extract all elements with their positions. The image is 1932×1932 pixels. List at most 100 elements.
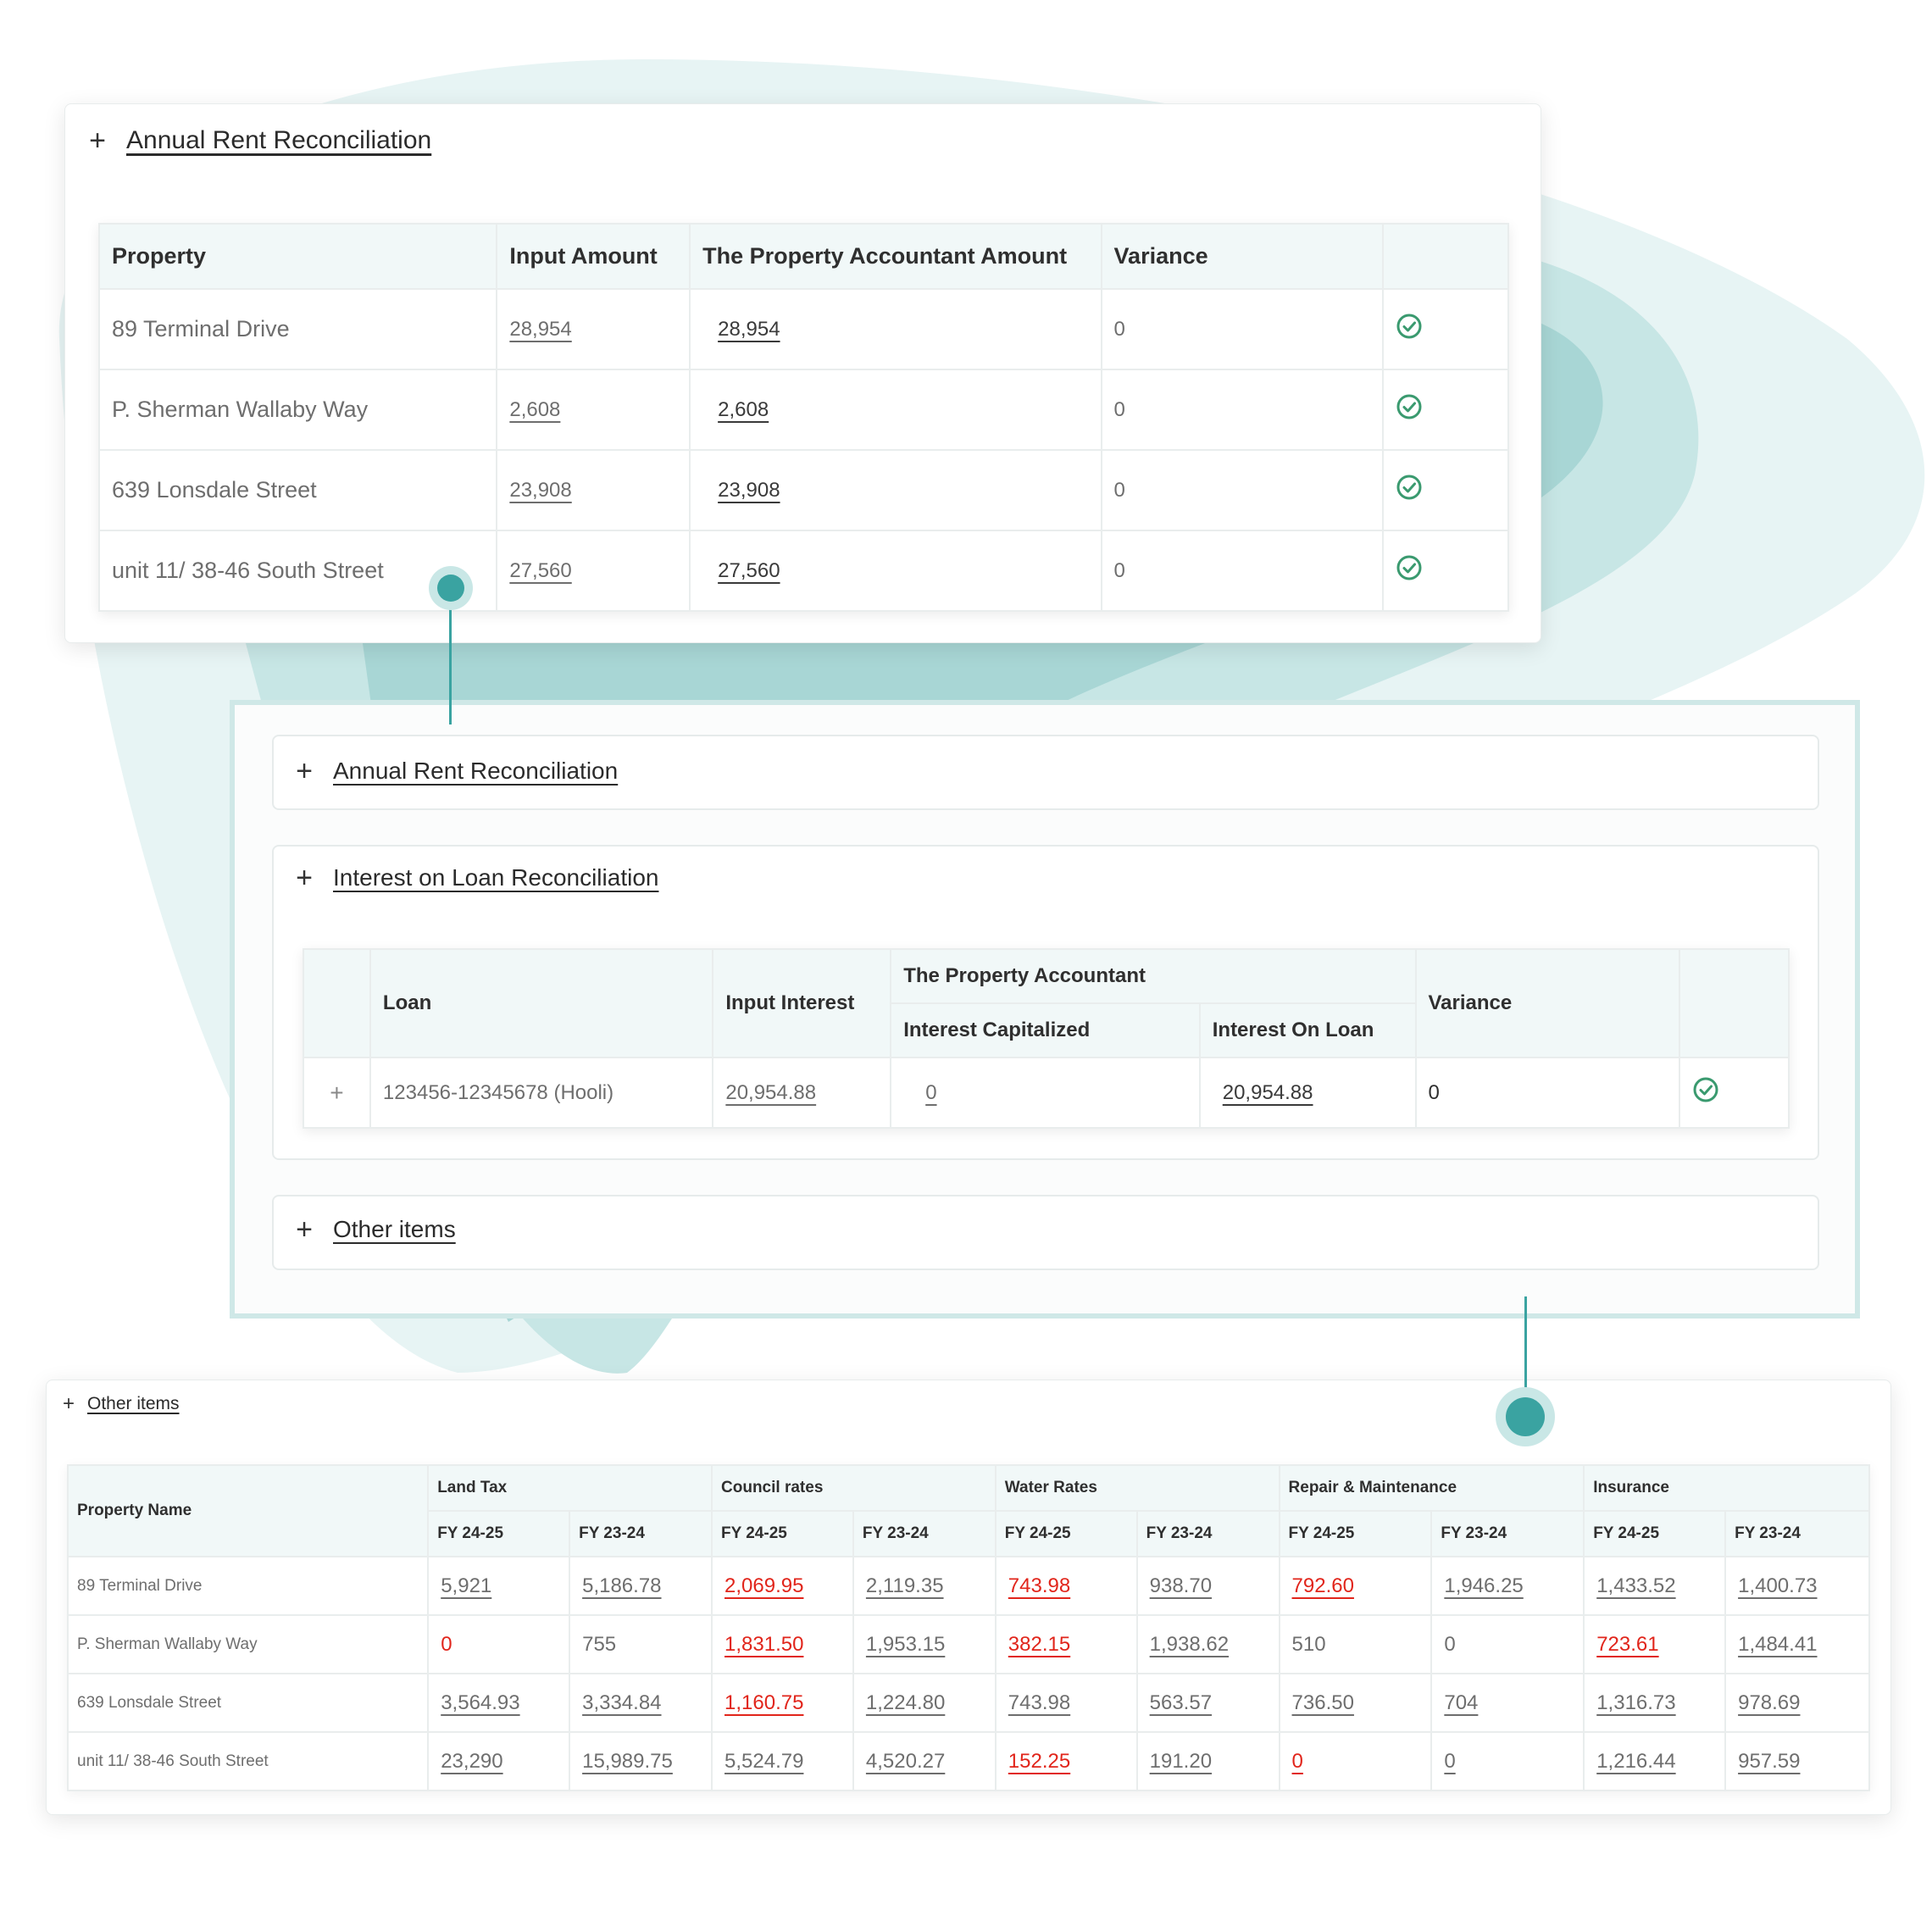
plus-icon[interactable]: + — [296, 862, 313, 894]
amount-value: 0 — [441, 1632, 452, 1656]
amount-value[interactable]: 792.60 — [1291, 1574, 1354, 1597]
check-circle-icon — [1396, 554, 1423, 587]
tpa-amount-value[interactable]: 2,608 — [718, 397, 769, 421]
amount-value[interactable]: 2,119.35 — [865, 1574, 944, 1597]
input-amount-value[interactable]: 23,908 — [509, 478, 572, 502]
other-items-panel-title[interactable]: Other items — [333, 1216, 456, 1242]
col-expand — [303, 948, 371, 1058]
rent-section-title[interactable]: Annual Rent Reconciliation — [126, 126, 432, 154]
amount-value[interactable]: 1,831.50 — [724, 1632, 804, 1656]
other-items-header[interactable]: + Other items — [62, 1394, 180, 1414]
col-fy-previous: FY 23-24 — [852, 1510, 997, 1557]
interest-on-loan-value[interactable]: 20,954.88 — [1222, 1080, 1313, 1104]
col-water-rates: Water Rates — [994, 1464, 1280, 1512]
table-row: 639 Lonsdale Street 23,908 23,908 0 — [97, 449, 1509, 531]
amount-value[interactable]: 0 — [1444, 1749, 1456, 1773]
amount-value[interactable]: 2,069.95 — [724, 1574, 804, 1597]
amount-value[interactable]: 1,224.80 — [865, 1690, 946, 1714]
tpa-amount-value[interactable]: 27,560 — [718, 558, 780, 582]
tpa-amount-value[interactable]: 23,908 — [718, 478, 780, 502]
loan-panel-title[interactable]: Interest on Loan Reconciliation — [333, 864, 659, 891]
rent-table: Property Input Amount The Property Accou… — [97, 223, 1509, 612]
amount-value[interactable]: 1,953.15 — [865, 1632, 946, 1656]
property-name: 639 Lonsdale Street — [97, 449, 498, 531]
input-interest-value[interactable]: 20,954.88 — [725, 1080, 817, 1104]
amount-value[interactable]: 3,564.93 — [441, 1690, 520, 1714]
table-row: 89 Terminal Drive 5,921 5,186.78 2,069.95 2,… — [66, 1556, 1870, 1616]
amount-value[interactable]: 1,484.41 — [1738, 1632, 1818, 1656]
amount-value[interactable]: 5,524.79 — [724, 1749, 804, 1773]
amount-value[interactable]: 152.25 — [1008, 1749, 1071, 1773]
interest-capitalized-value[interactable]: 0 — [925, 1080, 937, 1104]
amount-value[interactable]: 563.57 — [1149, 1690, 1213, 1714]
col-interest-capitalized: Interest Capitalized — [890, 1002, 1201, 1058]
amount-value[interactable]: 743.98 — [1008, 1690, 1071, 1714]
amount-value[interactable]: 978.69 — [1738, 1690, 1801, 1714]
check-circle-icon — [1396, 393, 1423, 426]
col-fy-previous: FY 23-24 — [1135, 1510, 1280, 1557]
plus-icon[interactable]: + — [62, 1392, 75, 1415]
other-items-panel: + Other items — [272, 1195, 1819, 1270]
col-fy-current: FY 24-25 — [711, 1510, 854, 1557]
amount-value[interactable]: 5,186.78 — [582, 1574, 662, 1597]
rent-section-header[interactable]: + Annual Rent Reconciliation — [87, 126, 431, 155]
amount-value[interactable]: 1,938.62 — [1149, 1632, 1230, 1656]
plus-icon[interactable]: + — [296, 1213, 313, 1246]
amount-value[interactable]: 15,989.75 — [582, 1749, 673, 1773]
amount-value[interactable]: 743.98 — [1008, 1574, 1071, 1597]
amount-value: 510 — [1291, 1632, 1326, 1656]
variance-value: 0 — [1100, 449, 1385, 531]
col-fy-current: FY 24-25 — [427, 1510, 571, 1557]
col-tpa-amount: The Property Accountant Amount — [689, 223, 1102, 290]
amount-value[interactable]: 736.50 — [1291, 1690, 1354, 1714]
tpa-amount-value[interactable]: 28,954 — [718, 317, 780, 341]
check-circle-icon — [1396, 474, 1423, 507]
variance-value: 0 — [1100, 530, 1385, 612]
amount-value[interactable]: 191.20 — [1149, 1749, 1213, 1773]
input-amount-value[interactable]: 2,608 — [509, 397, 561, 421]
other-items-title[interactable]: Other items — [87, 1394, 180, 1413]
col-insurance: Insurance — [1583, 1464, 1870, 1512]
other-items-panel-header[interactable]: + Other items — [294, 1215, 456, 1244]
amount-value[interactable]: 382.15 — [1008, 1632, 1071, 1656]
col-property: Property — [97, 223, 498, 290]
table-row: + 123456-12345678 (Hooli) 20,954.88 0 20… — [303, 1057, 1790, 1129]
variance-value: 0 — [1100, 288, 1385, 370]
property-name: P. Sherman Wallaby Way — [97, 369, 498, 451]
loan-panel-header[interactable]: + Interest on Loan Reconciliation — [294, 863, 658, 892]
input-amount-value[interactable]: 28,954 — [509, 317, 572, 341]
plus-icon[interactable]: + — [89, 125, 106, 157]
amount-value[interactable]: 938.70 — [1149, 1574, 1213, 1597]
amount-value[interactable]: 0 — [1291, 1749, 1303, 1773]
table-row: unit 11/ 38-46 South Street 23,290 15,989.… — [66, 1731, 1870, 1791]
amount-value[interactable]: 3,334.84 — [582, 1690, 662, 1714]
amount-value[interactable]: 1,216.44 — [1596, 1749, 1676, 1773]
variance-value: 0 — [1100, 369, 1385, 451]
connector-line-top — [449, 597, 452, 724]
amount-value[interactable]: 23,290 — [441, 1749, 503, 1773]
col-fy-previous: FY 23-24 — [569, 1510, 713, 1557]
input-amount-value[interactable]: 27,560 — [509, 558, 572, 582]
amount-value[interactable]: 1,433.52 — [1596, 1574, 1676, 1597]
amount-value[interactable]: 1,946.25 — [1444, 1574, 1524, 1597]
amount-value[interactable]: 957.59 — [1738, 1749, 1801, 1773]
col-fy-current: FY 24-25 — [1278, 1510, 1433, 1557]
amount-value[interactable]: 4,520.27 — [865, 1749, 946, 1773]
amount-value[interactable]: 1,160.75 — [724, 1690, 804, 1714]
loan-panel: + Interest on Loan Reconciliation Loan I… — [272, 845, 1819, 1160]
plus-icon[interactable]: + — [296, 755, 313, 787]
col-fy-previous: FY 23-24 — [1430, 1510, 1585, 1557]
amount-value[interactable]: 1,400.73 — [1738, 1574, 1818, 1597]
rent-panel-header[interactable]: + Annual Rent Reconciliation — [294, 757, 618, 786]
connector-dot-top-inner — [437, 575, 464, 602]
amount-value[interactable]: 5,921 — [441, 1574, 492, 1597]
property-name: unit 11/ 38-46 South Street — [66, 1731, 430, 1791]
col-fy-previous: FY 23-24 — [1724, 1510, 1870, 1557]
amount-value[interactable]: 723.61 — [1596, 1632, 1659, 1656]
row-expand-button[interactable]: + — [303, 1057, 371, 1129]
amount-value[interactable]: 1,316.73 — [1596, 1690, 1676, 1714]
connector-dot-bottom-inner — [1506, 1397, 1545, 1436]
amount-value[interactable]: 704 — [1444, 1690, 1479, 1714]
rent-panel-title[interactable]: Annual Rent Reconciliation — [333, 758, 619, 784]
table-row: 89 Terminal Drive 28,954 28,954 0 — [97, 288, 1509, 370]
